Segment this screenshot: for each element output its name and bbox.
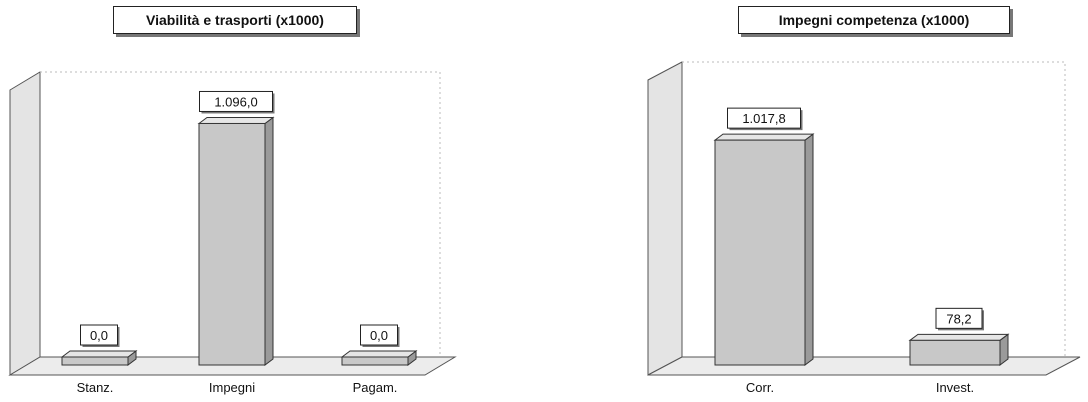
bar-side-1-0 xyxy=(804,133,814,366)
bar-1-0 xyxy=(714,139,806,366)
data-label-box-1-0 xyxy=(727,107,801,129)
bar-0-0 xyxy=(61,356,129,366)
data-label-box-0-0 xyxy=(80,324,118,346)
bar-side-0-1 xyxy=(264,116,274,366)
bar-top-0-2 xyxy=(340,350,418,358)
bar-top-1-0 xyxy=(713,133,815,141)
category-label-0-0: Stanz. xyxy=(77,380,114,395)
chart-floor xyxy=(647,356,1081,376)
chart-group-1: 1.017,8 Corr. 78,2 Invest. xyxy=(647,61,1081,395)
category-label-0-1: Impegni xyxy=(209,380,255,395)
data-label-box-1-1 xyxy=(935,307,983,329)
bar-1-1 xyxy=(909,339,1001,366)
chart-back-wall xyxy=(40,71,441,357)
data-label-0-2: 0,0 xyxy=(370,328,388,343)
bar-0-1 xyxy=(198,122,266,366)
chart-left-wall xyxy=(9,71,41,376)
data-label-box-0-1 xyxy=(199,90,273,112)
data-label-0-1: 1.096,0 xyxy=(214,94,257,109)
bar-top-0-0 xyxy=(60,350,138,358)
chart-title-impegni: Impegni competenza (x1000) xyxy=(738,6,1010,34)
category-label-1-1: Invest. xyxy=(936,380,974,395)
data-label-1-0: 1.017,8 xyxy=(742,111,785,126)
chart-title-viabilita: Viabilità e trasporti (x1000) xyxy=(113,6,357,34)
category-label-0-2: Pagam. xyxy=(353,380,398,395)
bar-0-2 xyxy=(341,356,409,366)
category-label-1-0: Corr. xyxy=(746,380,774,395)
chart-left-wall xyxy=(647,61,683,376)
bar-top-0-1 xyxy=(197,116,275,124)
bar-top-1-1 xyxy=(908,333,1010,341)
data-label-0-0: 0,0 xyxy=(90,328,108,343)
data-label-1-1: 78,2 xyxy=(946,311,971,326)
data-label-box-0-2 xyxy=(360,324,398,346)
chart-group-0: 0,0 Stanz. 1.096,0 Impegni 0,0 Pagam. xyxy=(8,71,457,395)
